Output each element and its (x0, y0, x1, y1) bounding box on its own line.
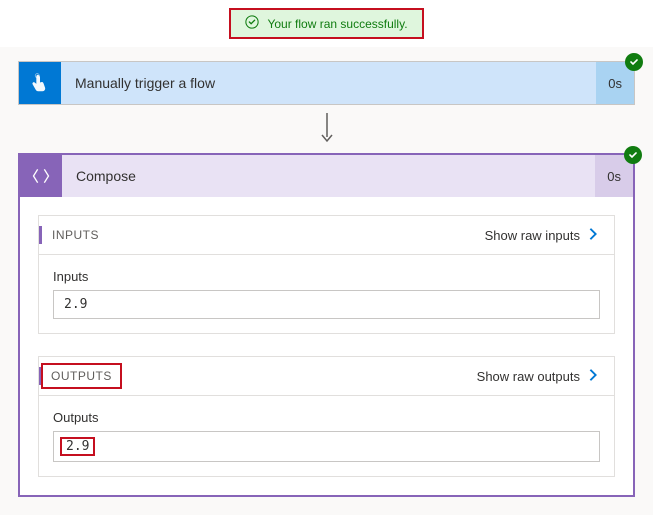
inputs-label: INPUTS (39, 226, 99, 244)
success-banner-inner: Your flow ran successfully. (229, 8, 423, 39)
inputs-body: Inputs 2.9 (39, 255, 614, 333)
inputs-field-value: 2.9 (53, 290, 600, 319)
show-raw-inputs-link[interactable]: Show raw inputs (485, 227, 600, 244)
show-raw-outputs-text: Show raw outputs (477, 369, 580, 384)
outputs-section: OUTPUTS Show raw outputs Outputs 2.9 (38, 356, 615, 477)
show-raw-inputs-text: Show raw inputs (485, 228, 580, 243)
outputs-body: Outputs 2.9 (39, 396, 614, 476)
chevron-right-icon (586, 368, 600, 385)
success-badge-icon (625, 53, 643, 71)
connector-arrow (18, 105, 635, 153)
show-raw-outputs-link[interactable]: Show raw outputs (477, 368, 600, 385)
check-circle-icon (245, 15, 259, 32)
success-banner: Your flow ran successfully. (0, 0, 653, 47)
compose-header: Compose 0s (20, 155, 633, 197)
outputs-section-header: OUTPUTS Show raw outputs (39, 357, 614, 396)
trigger-header: Manually trigger a flow 0s (19, 62, 634, 104)
flow-canvas: Manually trigger a flow 0s Compose 0s IN… (0, 47, 653, 515)
outputs-field-value-text: 2.9 (60, 437, 95, 456)
compose-body: INPUTS Show raw inputs Inputs 2.9 (20, 197, 633, 495)
success-badge-icon (624, 146, 642, 164)
outputs-field-value: 2.9 (53, 431, 600, 462)
inputs-field-label: Inputs (53, 269, 600, 284)
outputs-field-label: Outputs (53, 410, 600, 425)
trigger-title: Manually trigger a flow (61, 75, 596, 91)
success-message: Your flow ran successfully. (267, 17, 407, 31)
compose-card[interactable]: Compose 0s INPUTS Show raw inputs Inputs… (18, 153, 635, 497)
outputs-label-text: OUTPUTS (41, 363, 122, 389)
inputs-section: INPUTS Show raw inputs Inputs 2.9 (38, 215, 615, 334)
chevron-right-icon (586, 227, 600, 244)
trigger-card[interactable]: Manually trigger a flow 0s (18, 61, 635, 105)
compose-title: Compose (62, 168, 595, 184)
compose-icon (20, 155, 62, 197)
outputs-label: OUTPUTS (39, 367, 114, 385)
touch-icon (19, 62, 61, 104)
inputs-section-header: INPUTS Show raw inputs (39, 216, 614, 255)
